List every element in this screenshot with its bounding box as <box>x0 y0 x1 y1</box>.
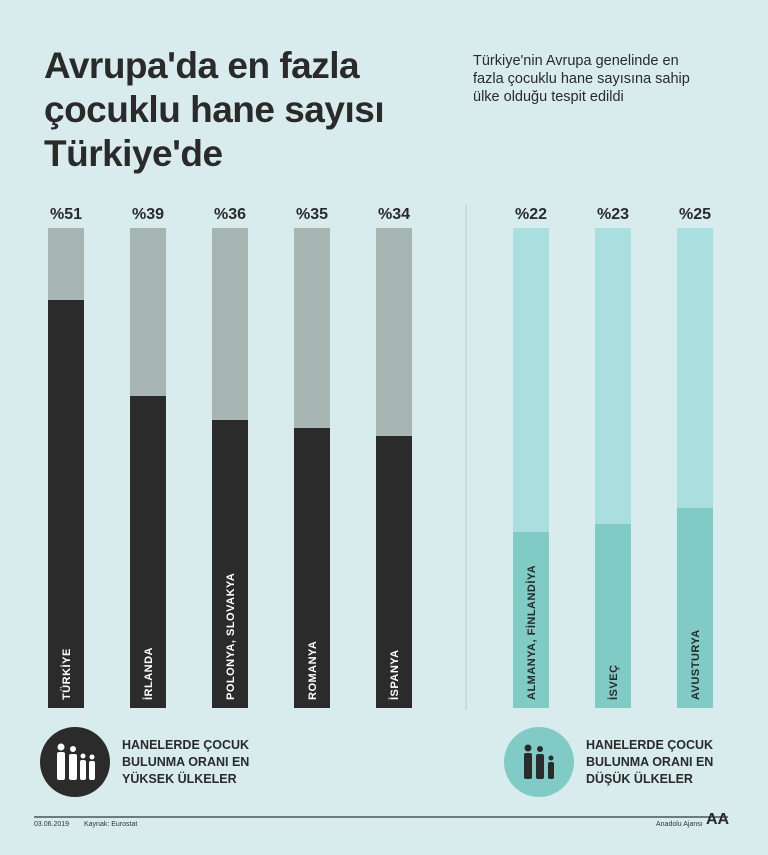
family-small-icon <box>504 727 574 797</box>
data-label: %22 <box>515 206 547 223</box>
category-label: İSVEÇ <box>607 664 620 700</box>
family-icon <box>40 727 110 797</box>
legend-high: HANELERDE ÇOCUK BULUNMA ORANI EN YÜKSEK … <box>40 727 262 797</box>
category-label: ALMANYA, FİNLANDİYA <box>525 565 538 700</box>
data-label: %39 <box>132 206 164 223</box>
aa-logo: AA <box>706 811 730 828</box>
bar <box>48 300 84 708</box>
data-label: %34 <box>378 206 410 223</box>
legend-low-label: HANELERDE ÇOCUK BULUNMA ORANI EN DÜŞÜK Ü… <box>586 737 714 786</box>
bar <box>130 396 166 708</box>
category-label: POLONYA, SLOVAKYA <box>225 573 237 700</box>
category-label: AVUSTURYA <box>690 629 702 700</box>
subtitle: Türkiye'nin Avrupa genelinde en fazla ço… <box>473 53 690 105</box>
bar <box>595 524 631 708</box>
legend-low: HANELERDE ÇOCUK BULUNMA ORANI EN DÜŞÜK Ü… <box>504 727 726 797</box>
bar <box>376 436 412 708</box>
bar-chart: %51 TÜRKİYE %39 İRLANDA %36 POLONYA, SLOVAKYA… <box>48 205 713 710</box>
footer-divider <box>34 816 728 818</box>
data-label: %51 <box>50 206 82 223</box>
category-label: İRLANDA <box>142 647 155 700</box>
footer-agency: Anadolu Ajansı <box>656 821 703 828</box>
category-label: TÜRKİYE <box>60 648 73 700</box>
footer-date: 03.06.2019 <box>34 821 70 828</box>
bar <box>212 420 248 708</box>
data-label: %35 <box>296 206 328 223</box>
category-label: ROMANYA <box>307 641 319 700</box>
legend-high-label: HANELERDE ÇOCUK BULUNMA ORANI EN YÜKSEK … <box>122 737 250 786</box>
bar <box>677 508 713 708</box>
category-label: İSPANYA <box>388 649 401 700</box>
data-label: %36 <box>214 206 246 223</box>
bar <box>294 428 330 708</box>
bar <box>513 532 549 708</box>
footer-source: Kaynak: Eurostat <box>84 821 138 828</box>
data-label: %25 <box>679 206 711 223</box>
data-label: %23 <box>597 206 629 223</box>
page-title: Avrupa'da en fazla çocuklu hane sayısı T… <box>44 45 385 174</box>
